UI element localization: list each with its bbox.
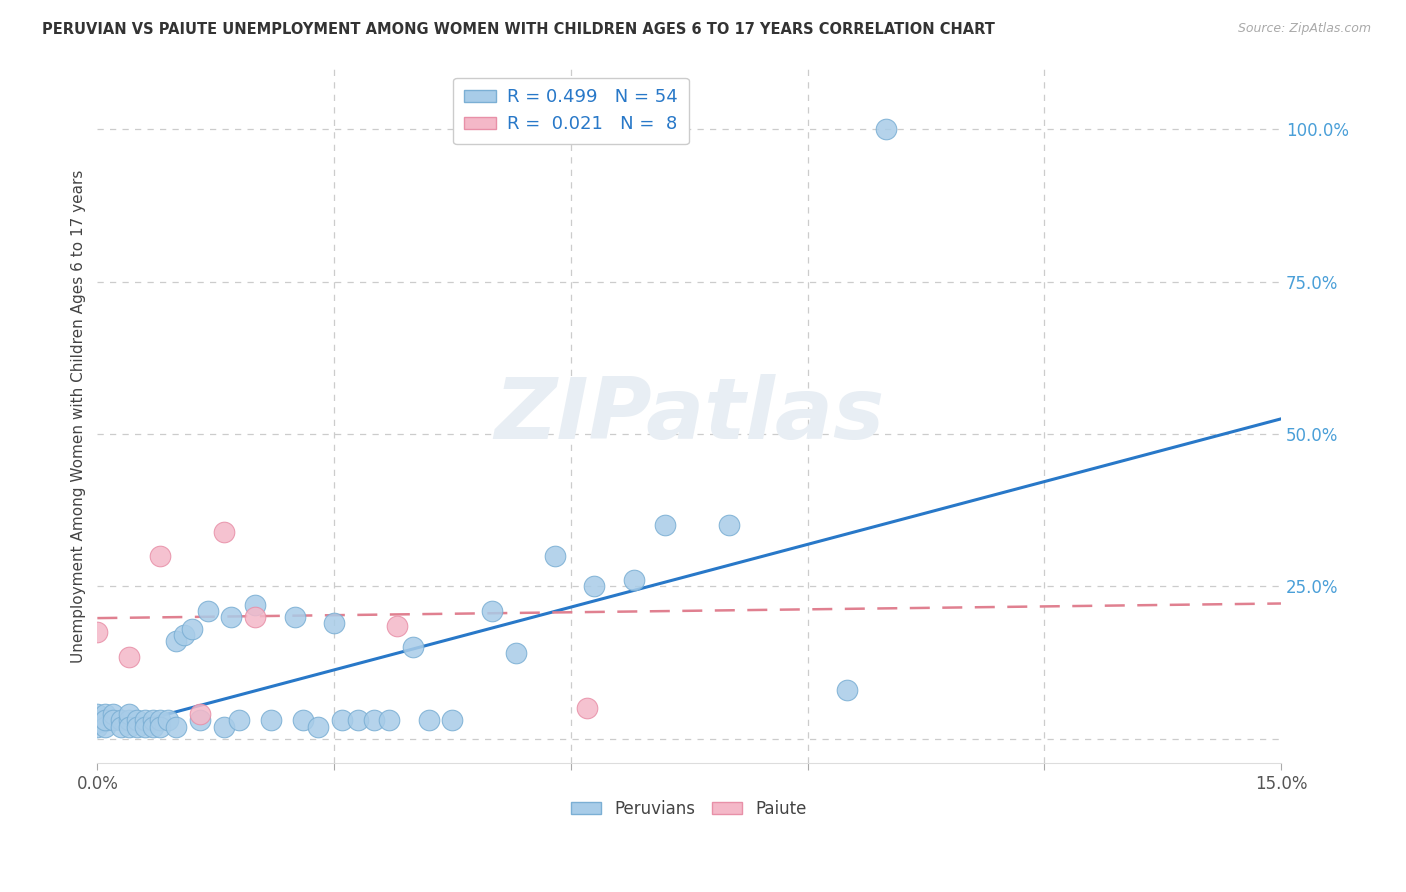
Point — [86, 720, 108, 734]
Point — [654, 518, 676, 533]
Point — [197, 604, 219, 618]
Point — [181, 622, 204, 636]
Point — [110, 720, 132, 734]
Point — [387, 619, 409, 633]
Point — [583, 579, 606, 593]
Point — [118, 714, 141, 728]
Point — [284, 610, 307, 624]
Point — [418, 714, 440, 728]
Point — [330, 714, 353, 728]
Point — [149, 714, 172, 728]
Point — [118, 707, 141, 722]
Point — [378, 714, 401, 728]
Point — [142, 720, 165, 734]
Point — [165, 720, 187, 734]
Point — [505, 647, 527, 661]
Point — [86, 714, 108, 728]
Point — [157, 714, 180, 728]
Point — [86, 707, 108, 722]
Point — [307, 720, 329, 734]
Point — [118, 720, 141, 734]
Point — [173, 628, 195, 642]
Point — [291, 714, 314, 728]
Point — [94, 707, 117, 722]
Point — [125, 714, 148, 728]
Point — [243, 610, 266, 624]
Point — [125, 720, 148, 734]
Point — [212, 524, 235, 539]
Legend: Peruvians, Paiute: Peruvians, Paiute — [565, 793, 814, 824]
Point — [101, 714, 124, 728]
Point — [94, 714, 117, 728]
Point — [149, 720, 172, 734]
Point — [441, 714, 464, 728]
Point — [575, 701, 598, 715]
Point — [402, 640, 425, 655]
Point — [481, 604, 503, 618]
Text: ZIPatlas: ZIPatlas — [494, 375, 884, 458]
Point — [142, 714, 165, 728]
Point — [363, 714, 385, 728]
Point — [623, 574, 645, 588]
Point — [875, 122, 897, 136]
Point — [118, 649, 141, 664]
Point — [94, 720, 117, 734]
Point — [228, 714, 250, 728]
Point — [134, 720, 156, 734]
Point — [346, 714, 368, 728]
Point — [110, 714, 132, 728]
Y-axis label: Unemployment Among Women with Children Ages 6 to 17 years: Unemployment Among Women with Children A… — [72, 169, 86, 663]
Point — [717, 518, 740, 533]
Point — [212, 720, 235, 734]
Point — [86, 625, 108, 640]
Point — [134, 714, 156, 728]
Point — [165, 634, 187, 648]
Point — [243, 598, 266, 612]
Point — [544, 549, 567, 563]
Point — [188, 707, 211, 722]
Point — [101, 707, 124, 722]
Point — [323, 615, 346, 630]
Point — [260, 714, 283, 728]
Point — [221, 610, 243, 624]
Point — [149, 549, 172, 563]
Point — [94, 714, 117, 728]
Point — [835, 683, 858, 698]
Text: Source: ZipAtlas.com: Source: ZipAtlas.com — [1237, 22, 1371, 36]
Point — [188, 714, 211, 728]
Text: PERUVIAN VS PAIUTE UNEMPLOYMENT AMONG WOMEN WITH CHILDREN AGES 6 TO 17 YEARS COR: PERUVIAN VS PAIUTE UNEMPLOYMENT AMONG WO… — [42, 22, 995, 37]
